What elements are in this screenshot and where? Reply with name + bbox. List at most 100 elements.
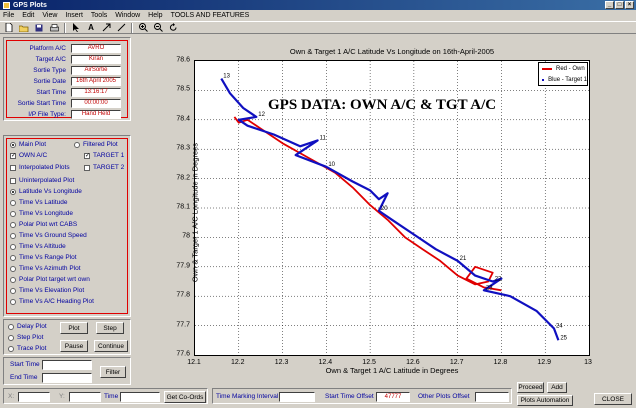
- plot-option-time-longitude[interactable]: Time Vs Longitude: [10, 209, 73, 218]
- menu-file[interactable]: File: [3, 11, 15, 19]
- y-tick-label: 77.7: [176, 321, 190, 329]
- insert-arrow-icon[interactable]: [101, 23, 111, 33]
- time-coord-label: Time: [104, 393, 119, 400]
- target1-checkbox[interactable]: ✓ TARGET 1: [84, 152, 125, 159]
- print-icon[interactable]: [49, 23, 59, 33]
- x-tick-label: 12.8: [493, 359, 508, 366]
- y-coord-input[interactable]: [69, 392, 101, 402]
- plot-area: 13 12 11 10 20 21 22 23 24 25: [194, 60, 590, 356]
- x-tick-label: 12.2: [230, 359, 245, 366]
- legend-item-own: Red - Own: [539, 63, 587, 74]
- sortie-info-frame: [6, 40, 128, 118]
- save-icon[interactable]: [34, 23, 44, 33]
- time-coord-input[interactable]: [120, 392, 160, 402]
- start-time-value: 13:16:17: [71, 87, 121, 97]
- menu-window[interactable]: Window: [115, 11, 141, 19]
- start-offset-label: Start Time Offset: [325, 393, 374, 400]
- new-file-icon[interactable]: [4, 23, 14, 33]
- x-tick-label: 12.3: [274, 359, 289, 366]
- open-folder-icon[interactable]: [19, 23, 29, 33]
- close-button[interactable]: CLOSE: [594, 393, 632, 405]
- info-row-platform: Platform A/C AVRO: [6, 43, 121, 53]
- info-row-start-time: Start Time 13:16:17: [6, 87, 121, 97]
- insert-line-icon[interactable]: [116, 23, 126, 33]
- time-marker-label: 25: [560, 335, 567, 341]
- interpolated-checkbox[interactable]: Interpolated Plots: [10, 163, 70, 172]
- insert-text-icon[interactable]: A: [88, 23, 94, 32]
- time-offset-panel: Time Marking Interval Start Time Offset …: [212, 388, 512, 404]
- rotate-icon[interactable]: [168, 23, 178, 33]
- select-arrow-icon[interactable]: [71, 23, 81, 33]
- x-tick-label: 12.4: [318, 359, 333, 366]
- legend-swatch-target: [542, 78, 545, 81]
- plot-button[interactable]: Plot: [60, 322, 88, 334]
- series-line-target1: [220, 78, 560, 341]
- time-marker-label: 23: [486, 285, 493, 291]
- pause-button[interactable]: Pause: [60, 340, 88, 352]
- other-offset-label: Other Plots Offset: [418, 393, 470, 400]
- plot-option-polar-target[interactable]: Polar Plot target wrt own: [10, 275, 90, 284]
- proceed-button[interactable]: Proceed: [517, 382, 544, 393]
- plot-option-heading[interactable]: Time Vs A/C Heading Plot: [10, 297, 94, 306]
- x-coord-label: X:: [8, 393, 15, 400]
- target2-checkbox[interactable]: TARGET 2: [84, 163, 124, 172]
- menu-edit[interactable]: Edit: [22, 11, 35, 19]
- filter-button[interactable]: Filter: [100, 366, 126, 378]
- main-plot-radio[interactable]: Main Plot: [10, 140, 46, 149]
- maximize-button[interactable]: □: [615, 1, 624, 9]
- playback-panel: Delay Plot Step Plot Trace Plot Plot Ste…: [3, 319, 131, 355]
- menu-view[interactable]: View: [42, 11, 58, 19]
- time-marking-input[interactable]: [279, 392, 315, 402]
- step-button[interactable]: Step: [96, 322, 124, 334]
- x-tick-label: 12.6: [406, 359, 420, 366]
- time-marker-label: 12: [258, 112, 265, 118]
- plot-option-time-latitude[interactable]: Time Vs Latitude: [10, 198, 68, 207]
- legend-item-target: Blue - Target 1: [539, 74, 587, 85]
- file-type-value: Hand Held: [71, 109, 121, 119]
- add-button[interactable]: Add: [547, 382, 567, 393]
- zoom-out-icon[interactable]: [153, 23, 163, 33]
- y-tick-label: 78.2: [176, 174, 190, 182]
- other-offset-input[interactable]: [475, 392, 509, 402]
- plot-options-panel: Main Plot Filtered Plot ✓ OWN A/C ✓ TARGET…: [3, 135, 131, 317]
- y-tick-label: 77.6: [176, 350, 190, 358]
- delay-plot-radio[interactable]: Delay Plot: [8, 322, 47, 331]
- plot-option-ground-speed[interactable]: Time Vs Ground Speed: [10, 231, 87, 240]
- info-row-sortie-type: Sortie Type AirSortie: [6, 65, 121, 75]
- end-time-input[interactable]: [42, 373, 92, 383]
- plot-option-elevation[interactable]: Time Vs Elevation Plot: [10, 286, 84, 295]
- start-offset-input[interactable]: 47777: [376, 392, 410, 402]
- plot-option-altitude[interactable]: Time Vs Altitude: [10, 242, 66, 251]
- menu-tools[interactable]: Tools: [90, 11, 108, 19]
- plot-option-polar-cabs[interactable]: Polar Plot wrt CABS: [10, 220, 77, 229]
- uninterpolated-checkbox[interactable]: Uninterpolated Plot: [10, 176, 74, 185]
- y-tick-label: 78.5: [176, 85, 190, 93]
- step-plot-radio[interactable]: Step Plot: [8, 333, 43, 342]
- zoom-in-icon[interactable]: [138, 23, 148, 33]
- menu-bar: File Edit View Insert Tools Window Help …: [0, 10, 636, 20]
- chart-legend: Red - Own Blue - Target 1: [538, 62, 588, 86]
- close-window-button[interactable]: ×: [625, 1, 634, 9]
- menu-tools-and-features[interactable]: TOOLS AND FEATURES: [170, 11, 250, 19]
- plots-automation-button[interactable]: Plots Automation: [517, 395, 573, 406]
- window-title: GPS Plots: [13, 1, 47, 9]
- plot-option-azimuth[interactable]: Time Vs Azimuth Plot: [10, 264, 81, 273]
- trace-plot-radio[interactable]: Trace Plot: [8, 344, 46, 353]
- menu-insert[interactable]: Insert: [65, 11, 83, 19]
- info-row-file-type: I/P File Type: Hand Held: [6, 109, 121, 119]
- filtered-plot-radio[interactable]: Filtered Plot: [74, 140, 118, 149]
- time-marker-label: 20: [381, 206, 388, 212]
- minimize-button[interactable]: _: [605, 1, 614, 9]
- plot-option-lat-long[interactable]: Latitude Vs Longitude: [10, 187, 82, 196]
- sortie-info-panel: Platform A/C AVRO Target A/C Kiran Sortie …: [3, 37, 131, 121]
- plot-option-range[interactable]: Time Vs Range Plot: [10, 253, 77, 262]
- continue-button[interactable]: Continue: [94, 340, 128, 352]
- y-tick-label: 78.3: [176, 144, 190, 152]
- menu-help[interactable]: Help: [148, 11, 163, 19]
- x-coord-input[interactable]: [18, 392, 50, 402]
- own-ac-checkbox[interactable]: ✓ OWN A/C: [10, 152, 48, 159]
- y-axis-label: Own & Target 1 A/C Longitude in Degrees: [190, 142, 200, 283]
- start-time-input[interactable]: [42, 360, 92, 370]
- get-coords-button[interactable]: Get Co-Ords: [164, 391, 206, 403]
